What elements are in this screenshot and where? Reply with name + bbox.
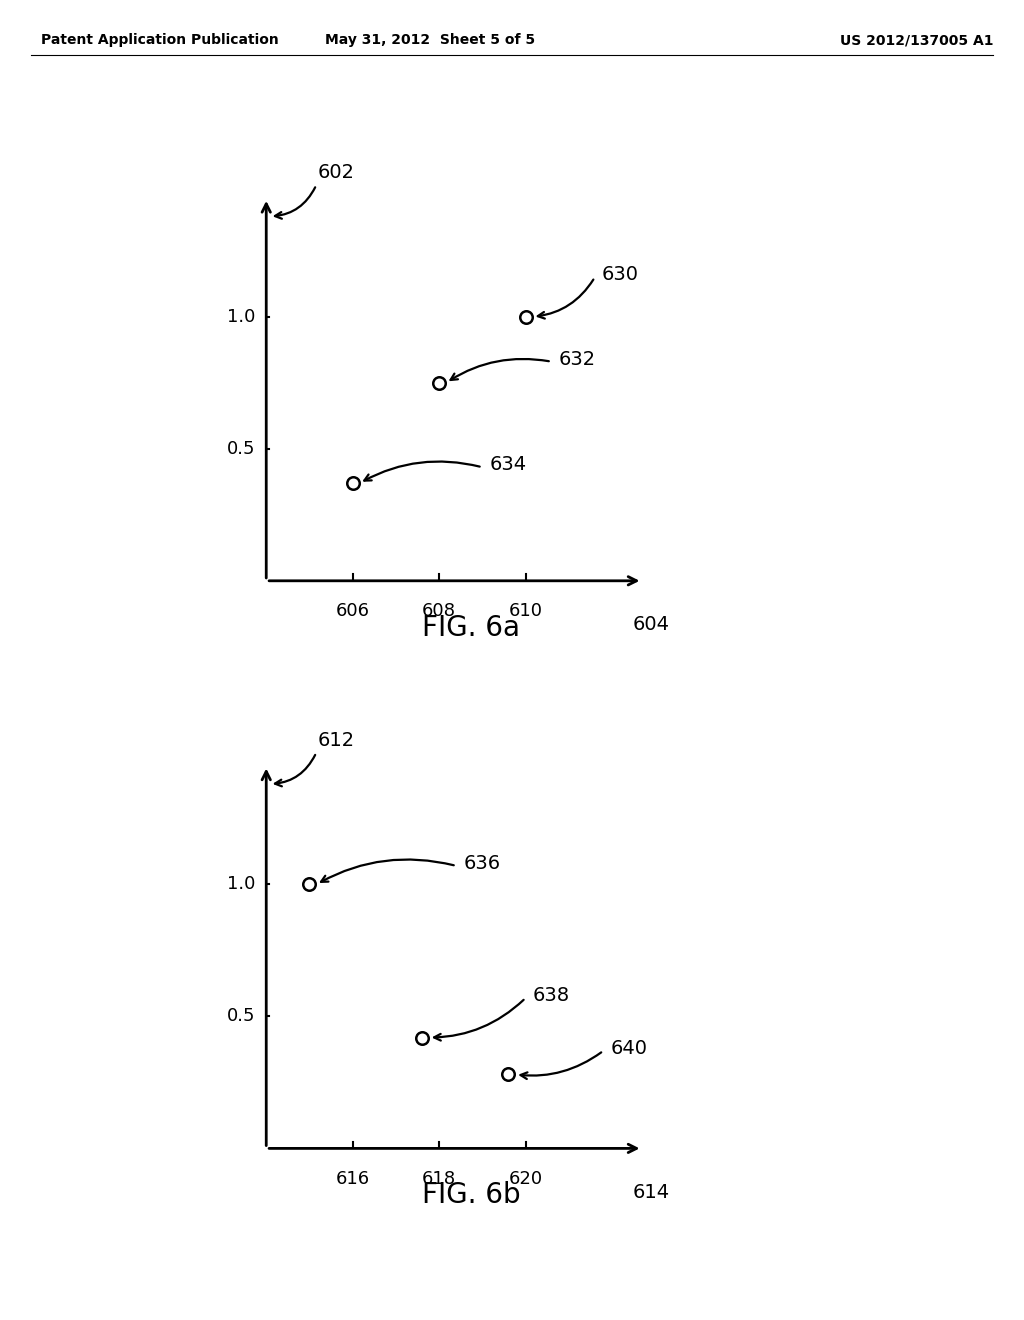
Text: 602: 602	[318, 164, 355, 182]
Text: 640: 640	[610, 1039, 647, 1057]
Text: 612: 612	[318, 731, 355, 750]
Text: 630: 630	[602, 265, 639, 284]
Text: 634: 634	[489, 455, 526, 474]
Text: 606: 606	[336, 602, 370, 620]
Text: 620: 620	[509, 1170, 543, 1188]
Text: 618: 618	[422, 1170, 457, 1188]
Text: 616: 616	[336, 1170, 370, 1188]
Text: 1.0: 1.0	[227, 875, 256, 894]
Text: 636: 636	[464, 854, 501, 873]
Text: 632: 632	[558, 350, 596, 368]
Text: FIG. 6b: FIG. 6b	[422, 1181, 520, 1209]
Text: 1.0: 1.0	[227, 308, 256, 326]
Text: 610: 610	[509, 602, 543, 620]
Text: Patent Application Publication: Patent Application Publication	[41, 33, 279, 48]
Text: 638: 638	[532, 986, 569, 1005]
Text: 604: 604	[633, 615, 670, 634]
Text: 0.5: 0.5	[227, 440, 256, 458]
Text: FIG. 6a: FIG. 6a	[422, 614, 520, 642]
Text: May 31, 2012  Sheet 5 of 5: May 31, 2012 Sheet 5 of 5	[325, 33, 536, 48]
Text: 614: 614	[633, 1183, 670, 1201]
Text: 608: 608	[422, 602, 456, 620]
Text: 0.5: 0.5	[227, 1007, 256, 1026]
Text: US 2012/137005 A1: US 2012/137005 A1	[840, 33, 993, 48]
